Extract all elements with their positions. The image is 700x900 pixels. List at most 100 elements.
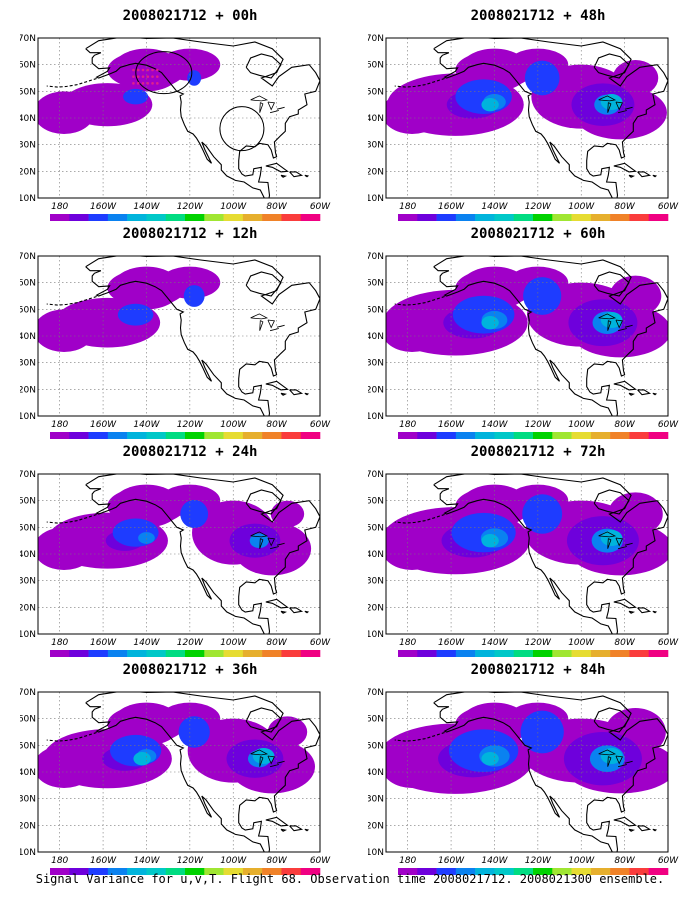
lon-tick-label: 80W bbox=[614, 856, 635, 866]
variance-contour bbox=[187, 70, 202, 86]
lat-tick-label: 10N bbox=[20, 194, 36, 204]
lat-tick-label: 60N bbox=[20, 715, 36, 725]
map-frame bbox=[385, 473, 669, 635]
variance-contour bbox=[183, 285, 205, 307]
lon-tick-label: 140W bbox=[481, 638, 508, 648]
lon-tick-label: 180 bbox=[399, 856, 416, 866]
colorbar: 1.62.23.145.16.37.591114212940 bbox=[398, 868, 669, 875]
lon-tick-label: 120W bbox=[177, 638, 204, 648]
colorbar-swatch bbox=[533, 432, 553, 439]
colorbar-swatch bbox=[127, 214, 147, 221]
lon-tick-label: 80W bbox=[614, 420, 635, 430]
variance-field bbox=[386, 266, 668, 358]
colorbar-swatch bbox=[494, 432, 515, 439]
colorbar: 1.62.23.145.16.37.591114212940 bbox=[398, 650, 669, 657]
colorbar-swatch bbox=[629, 214, 650, 221]
map-plot: 70N 60N 50N 40N 30N 20N 10N 180 160W 140W 120W 100W… bbox=[368, 34, 679, 221]
variance-field bbox=[386, 484, 668, 576]
variance-contour bbox=[386, 309, 443, 352]
coastline bbox=[394, 256, 668, 416]
map-panel-p72: 2008021712 + 72h 70N 60N 50N 40N 30N 20N 10N 180… bbox=[368, 444, 700, 658]
lon-tick-label: 60W bbox=[658, 638, 679, 648]
lat-tick-label: 20N bbox=[368, 603, 384, 613]
lon-tick-label: 160W bbox=[438, 638, 465, 648]
lon-tick-label: 60W bbox=[658, 202, 679, 212]
colorbar-swatch bbox=[629, 650, 650, 657]
lat-tick-label: 40N bbox=[368, 332, 384, 342]
colorbar-swatch bbox=[165, 650, 186, 657]
colorbar-swatch bbox=[69, 214, 89, 221]
lat-tick-label: 70N bbox=[368, 252, 384, 262]
colorbar-swatch bbox=[475, 868, 495, 875]
lon-tick-label: 180 bbox=[51, 638, 68, 648]
colorbar-swatch bbox=[50, 868, 70, 875]
lat-tick-label: 30N bbox=[368, 359, 384, 369]
gridlines bbox=[38, 256, 320, 416]
lat-tick-label: 50N bbox=[20, 741, 36, 751]
lat-tick-label: 40N bbox=[20, 332, 36, 342]
colorbar-swatch bbox=[552, 868, 572, 875]
variance-contour bbox=[252, 748, 275, 764]
variance-contour bbox=[481, 534, 499, 548]
colorbar-swatch bbox=[417, 432, 437, 439]
lon-tick-label: 120W bbox=[177, 856, 204, 866]
map-frame bbox=[385, 691, 669, 853]
colorbar-swatch bbox=[629, 432, 650, 439]
panel-title: 2008021712 + 48h bbox=[470, 8, 606, 24]
lat-tick-label: 60N bbox=[368, 715, 384, 725]
colorbar-swatch bbox=[513, 868, 534, 875]
colorbar-swatch bbox=[610, 868, 630, 875]
colorbar-swatch bbox=[242, 868, 263, 875]
lon-tick-label: 60W bbox=[658, 420, 679, 430]
lon-tick-label: 80W bbox=[614, 638, 635, 648]
lon-tick-label: 100W bbox=[220, 638, 247, 648]
colorbar-swatch bbox=[629, 868, 650, 875]
lon-tick-label: 120W bbox=[525, 420, 552, 430]
lon-tick-label: 100W bbox=[568, 856, 595, 866]
variance-field bbox=[386, 702, 668, 794]
colorbar-swatch bbox=[648, 650, 669, 657]
variance-contour bbox=[600, 312, 623, 328]
lat-tick-label: 30N bbox=[368, 141, 384, 151]
map-panel-p60: 2008021712 + 60h 70N 60N 50N 40N 30N 20N 10N 180… bbox=[368, 226, 700, 440]
gridlines bbox=[386, 692, 668, 852]
lat-tick-label: 70N bbox=[20, 34, 36, 44]
lon-tick-label: 120W bbox=[525, 856, 552, 866]
colorbar-swatch bbox=[107, 214, 128, 221]
variance-contour bbox=[38, 527, 95, 570]
colorbar-swatch bbox=[552, 214, 572, 221]
colorbar-swatch bbox=[107, 868, 128, 875]
map-frame bbox=[37, 473, 321, 635]
lon-tick-label: 120W bbox=[177, 420, 204, 430]
lon-tick-label: 180 bbox=[51, 420, 68, 430]
colorbar-swatch bbox=[88, 868, 109, 875]
variance-contour bbox=[38, 91, 95, 134]
lon-tick-label: 180 bbox=[399, 202, 416, 212]
variance-contour bbox=[523, 277, 562, 315]
lon-tick-label: 180 bbox=[399, 638, 416, 648]
colorbar-swatch bbox=[494, 868, 515, 875]
colorbar-swatch bbox=[262, 432, 282, 439]
lon-tick-label: 80W bbox=[614, 202, 635, 212]
coastline bbox=[46, 692, 320, 852]
lon-tick-label: 120W bbox=[177, 202, 204, 212]
lat-tick-label: 70N bbox=[20, 688, 36, 698]
colorbar-swatch bbox=[88, 650, 109, 657]
colorbar-swatch bbox=[107, 432, 128, 439]
variance-contour bbox=[600, 94, 623, 110]
lat-tick-label: 60N bbox=[368, 61, 384, 71]
colorbar-swatch bbox=[455, 432, 476, 439]
colorbar-swatch bbox=[455, 868, 476, 875]
colorbar-swatch bbox=[185, 868, 205, 875]
map-panel-p00: 2008021712 + 00h 70N 60N 50N 40N 30N 20N 10N 180… bbox=[20, 8, 360, 222]
variance-field bbox=[386, 48, 667, 140]
map-plot: 70N 60N 50N 40N 30N 20N 10N 180 160W 140W 120W 100W… bbox=[368, 252, 679, 439]
variance-contour bbox=[386, 527, 443, 570]
colorbar-swatch bbox=[127, 868, 147, 875]
lat-tick-label: 30N bbox=[20, 795, 36, 805]
colorbar-swatch bbox=[552, 650, 572, 657]
colorbar-swatch bbox=[590, 868, 611, 875]
lat-tick-label: 50N bbox=[368, 741, 384, 751]
colorbar-swatch bbox=[185, 214, 205, 221]
lon-tick-label: 80W bbox=[266, 638, 287, 648]
